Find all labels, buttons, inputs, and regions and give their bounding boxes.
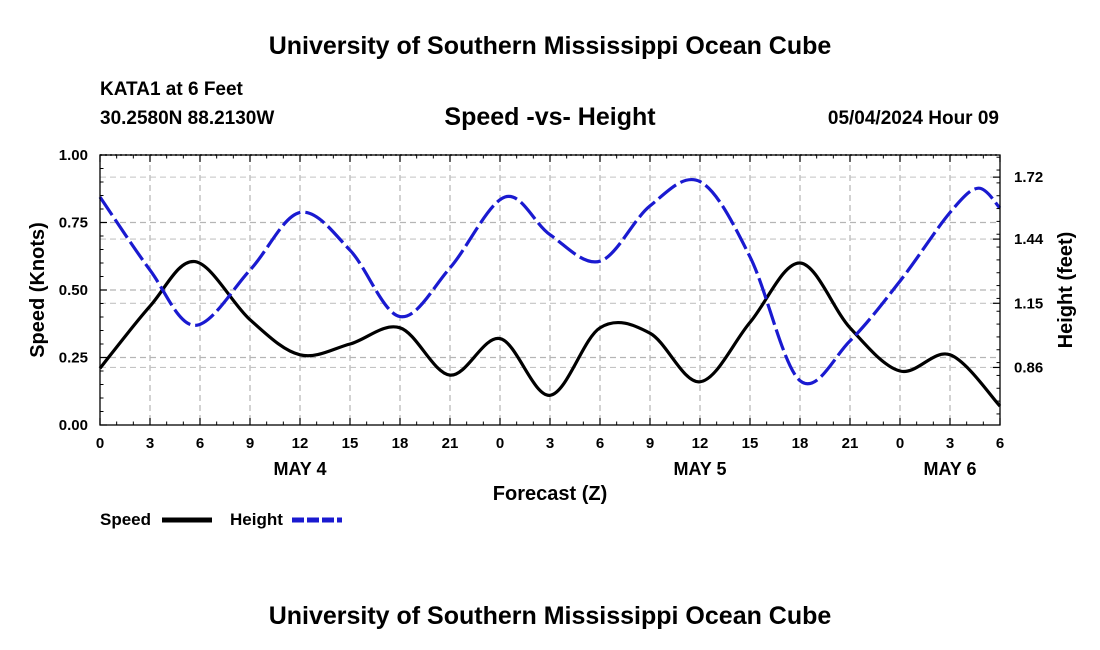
x-tick-label: 21 xyxy=(842,435,859,452)
x-tick-label: 6 xyxy=(596,435,604,452)
series-line-height xyxy=(98,178,1002,386)
y2-tick-label: 1.15 xyxy=(1014,295,1043,312)
x-tick-label: 3 xyxy=(546,435,554,452)
x-tick-label: 9 xyxy=(246,435,254,452)
x-tick-label: 0 xyxy=(496,435,504,452)
y2-tick-label: 1.44 xyxy=(1014,231,1044,248)
x-tick-label: 0 xyxy=(896,435,904,452)
station-label: KATA1 at 6 Feet xyxy=(100,79,244,100)
x-tick-label: 15 xyxy=(742,435,759,452)
x-tick-label: 9 xyxy=(646,435,654,452)
y-axis-label: Speed (Knots) xyxy=(27,222,49,358)
date-label: MAY 5 xyxy=(673,459,726,479)
station-coords: 30.2580N 88.2130W xyxy=(100,108,274,129)
x-tick-label: 3 xyxy=(946,435,954,452)
y-tick-label: 1.00 xyxy=(59,147,88,164)
y-tick-label: 0.00 xyxy=(59,417,88,434)
y-tick-label: 0.75 xyxy=(59,215,88,232)
legend-height-label: Height xyxy=(230,510,283,529)
y2-axis-label: Height (feet) xyxy=(1055,232,1077,349)
date-label: MAY 6 xyxy=(923,459,976,479)
x-tick-label: 6 xyxy=(996,435,1004,452)
y2-tick-label: 0.86 xyxy=(1014,359,1043,376)
series-layer xyxy=(98,178,1002,408)
axis-ticks: 0 3 6 9 12 15 18 21 0 3 6 9 12 15 18 21 0 3 6 MAY 4 MAY 5 MAY… xyxy=(59,147,1044,479)
x-tick-label: 15 xyxy=(342,435,359,452)
y2-tick-label: 1.72 xyxy=(1014,169,1043,186)
series-line-speed xyxy=(98,259,1002,408)
x-tick-label: 12 xyxy=(292,435,309,452)
y-tick-label: 0.50 xyxy=(59,282,88,299)
x-tick-label: 12 xyxy=(692,435,709,452)
date-label: MAY 4 xyxy=(273,459,326,479)
y-tick-label: 0.25 xyxy=(59,350,88,367)
x-tick-label: 21 xyxy=(442,435,459,452)
forecast-datetime: 05/04/2024 Hour 09 xyxy=(828,108,999,129)
footer-title: University of Southern Mississippi Ocean… xyxy=(269,602,832,630)
chart-title: Speed -vs- Height xyxy=(444,103,656,131)
x-axis-label: Forecast (Z) xyxy=(493,483,607,505)
legend: Speed Height xyxy=(100,510,342,529)
x-tick-label: 18 xyxy=(392,435,409,452)
x-tick-label: 18 xyxy=(792,435,809,452)
x-tick-label: 6 xyxy=(196,435,204,452)
page-title: University of Southern Mississippi Ocean… xyxy=(269,32,832,60)
x-tick-label: 0 xyxy=(96,435,104,452)
legend-speed-label: Speed xyxy=(100,510,151,529)
x-tick-label: 3 xyxy=(146,435,154,452)
